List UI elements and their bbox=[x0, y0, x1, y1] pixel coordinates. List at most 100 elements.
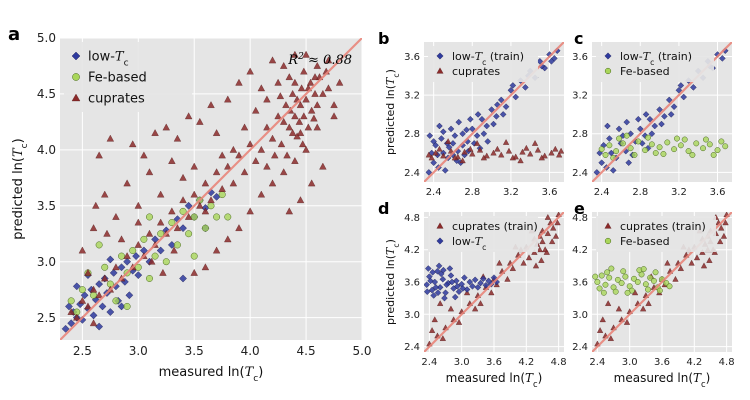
x-tick-label: 3.0 bbox=[129, 344, 148, 358]
data-point bbox=[722, 219, 729, 226]
data-point bbox=[129, 247, 137, 255]
data-point bbox=[302, 50, 310, 58]
data-point bbox=[106, 255, 115, 264]
data-point bbox=[615, 305, 623, 312]
data-point bbox=[488, 289, 495, 296]
data-point bbox=[101, 190, 109, 198]
data-point bbox=[509, 265, 516, 271]
data-point bbox=[179, 224, 187, 233]
data-point bbox=[274, 112, 282, 120]
y-tick-label: 2.8 bbox=[572, 129, 588, 140]
legend-marker-diamond bbox=[436, 237, 444, 245]
data-point bbox=[103, 229, 111, 237]
data-point bbox=[296, 129, 305, 136]
data-point bbox=[156, 246, 165, 255]
legend-label: Fe-based bbox=[620, 235, 670, 248]
data-point bbox=[300, 112, 308, 120]
identity-line bbox=[424, 212, 564, 352]
y-tick-label: 3.0 bbox=[572, 310, 588, 321]
y-tick-label: 2.4 bbox=[572, 168, 588, 179]
data-point bbox=[425, 169, 433, 176]
data-point bbox=[297, 84, 306, 92]
data-point bbox=[605, 300, 612, 306]
data-point bbox=[490, 149, 497, 156]
data-point bbox=[593, 169, 601, 176]
y-axis-label: predicted ln(Tc) bbox=[11, 138, 30, 239]
legend-box bbox=[596, 46, 714, 82]
data-point bbox=[95, 241, 103, 249]
y-tick-label: 4.0 bbox=[37, 143, 56, 157]
data-point bbox=[430, 138, 437, 145]
x-tick-label: 4.5 bbox=[297, 344, 316, 358]
legend-marker-diamond bbox=[436, 52, 444, 60]
y-tick-label: 3.6 bbox=[404, 278, 420, 289]
data-point bbox=[483, 152, 490, 159]
data-point bbox=[624, 289, 631, 296]
series-fe-based bbox=[67, 191, 232, 316]
data-point bbox=[311, 90, 319, 97]
data-point bbox=[493, 113, 500, 120]
data-point bbox=[310, 114, 318, 122]
data-point bbox=[664, 139, 671, 146]
data-point bbox=[447, 305, 455, 312]
data-point bbox=[184, 201, 193, 210]
data-point bbox=[212, 168, 221, 176]
data-point bbox=[642, 281, 649, 288]
data-point bbox=[538, 154, 545, 161]
data-point bbox=[257, 145, 266, 153]
data-point bbox=[652, 150, 659, 156]
data-point bbox=[717, 238, 724, 245]
data-point bbox=[140, 151, 148, 159]
y-tick-label: 3.2 bbox=[572, 91, 588, 102]
data-point bbox=[134, 218, 142, 226]
data-point bbox=[596, 327, 604, 333]
data-point bbox=[426, 132, 434, 139]
data-point bbox=[179, 274, 187, 283]
data-point bbox=[479, 275, 487, 283]
data-point bbox=[207, 202, 215, 210]
data-point bbox=[473, 132, 481, 139]
legend-marker-circle bbox=[604, 237, 612, 245]
data-point bbox=[319, 90, 327, 97]
data-point bbox=[252, 106, 260, 114]
data-point bbox=[207, 101, 215, 108]
data-point bbox=[527, 150, 534, 157]
data-point bbox=[722, 143, 729, 150]
data-point bbox=[184, 112, 193, 120]
data-point bbox=[434, 289, 442, 297]
data-point bbox=[129, 140, 137, 148]
data-point bbox=[296, 101, 305, 108]
data-point bbox=[680, 93, 688, 101]
data-point bbox=[552, 232, 560, 239]
data-point bbox=[517, 157, 524, 164]
data-point bbox=[543, 249, 550, 255]
data-point bbox=[307, 106, 316, 114]
data-point bbox=[134, 263, 142, 271]
data-point bbox=[636, 125, 644, 133]
data-point bbox=[229, 145, 238, 153]
data-point bbox=[80, 291, 89, 300]
data-point bbox=[263, 95, 271, 103]
data-point bbox=[285, 207, 293, 215]
data-point bbox=[449, 140, 457, 147]
data-point bbox=[285, 73, 293, 80]
x-tick-label: 2.4 bbox=[426, 187, 442, 198]
data-point bbox=[156, 190, 165, 198]
data-point bbox=[534, 146, 542, 153]
data-point bbox=[324, 56, 333, 64]
data-point bbox=[623, 118, 631, 126]
data-point bbox=[700, 145, 706, 152]
data-point bbox=[443, 281, 450, 288]
data-point bbox=[218, 151, 226, 159]
data-point bbox=[282, 101, 290, 108]
data-point bbox=[168, 157, 176, 164]
data-point bbox=[480, 130, 488, 138]
data-point bbox=[661, 113, 668, 120]
y-tick-label: 4.2 bbox=[404, 245, 420, 256]
data-point bbox=[631, 152, 638, 158]
data-point bbox=[541, 152, 548, 159]
data-point bbox=[552, 145, 559, 152]
x-axis-label: measured ln(Tc) bbox=[614, 371, 711, 389]
data-point bbox=[550, 224, 557, 231]
data-point bbox=[484, 138, 492, 145]
